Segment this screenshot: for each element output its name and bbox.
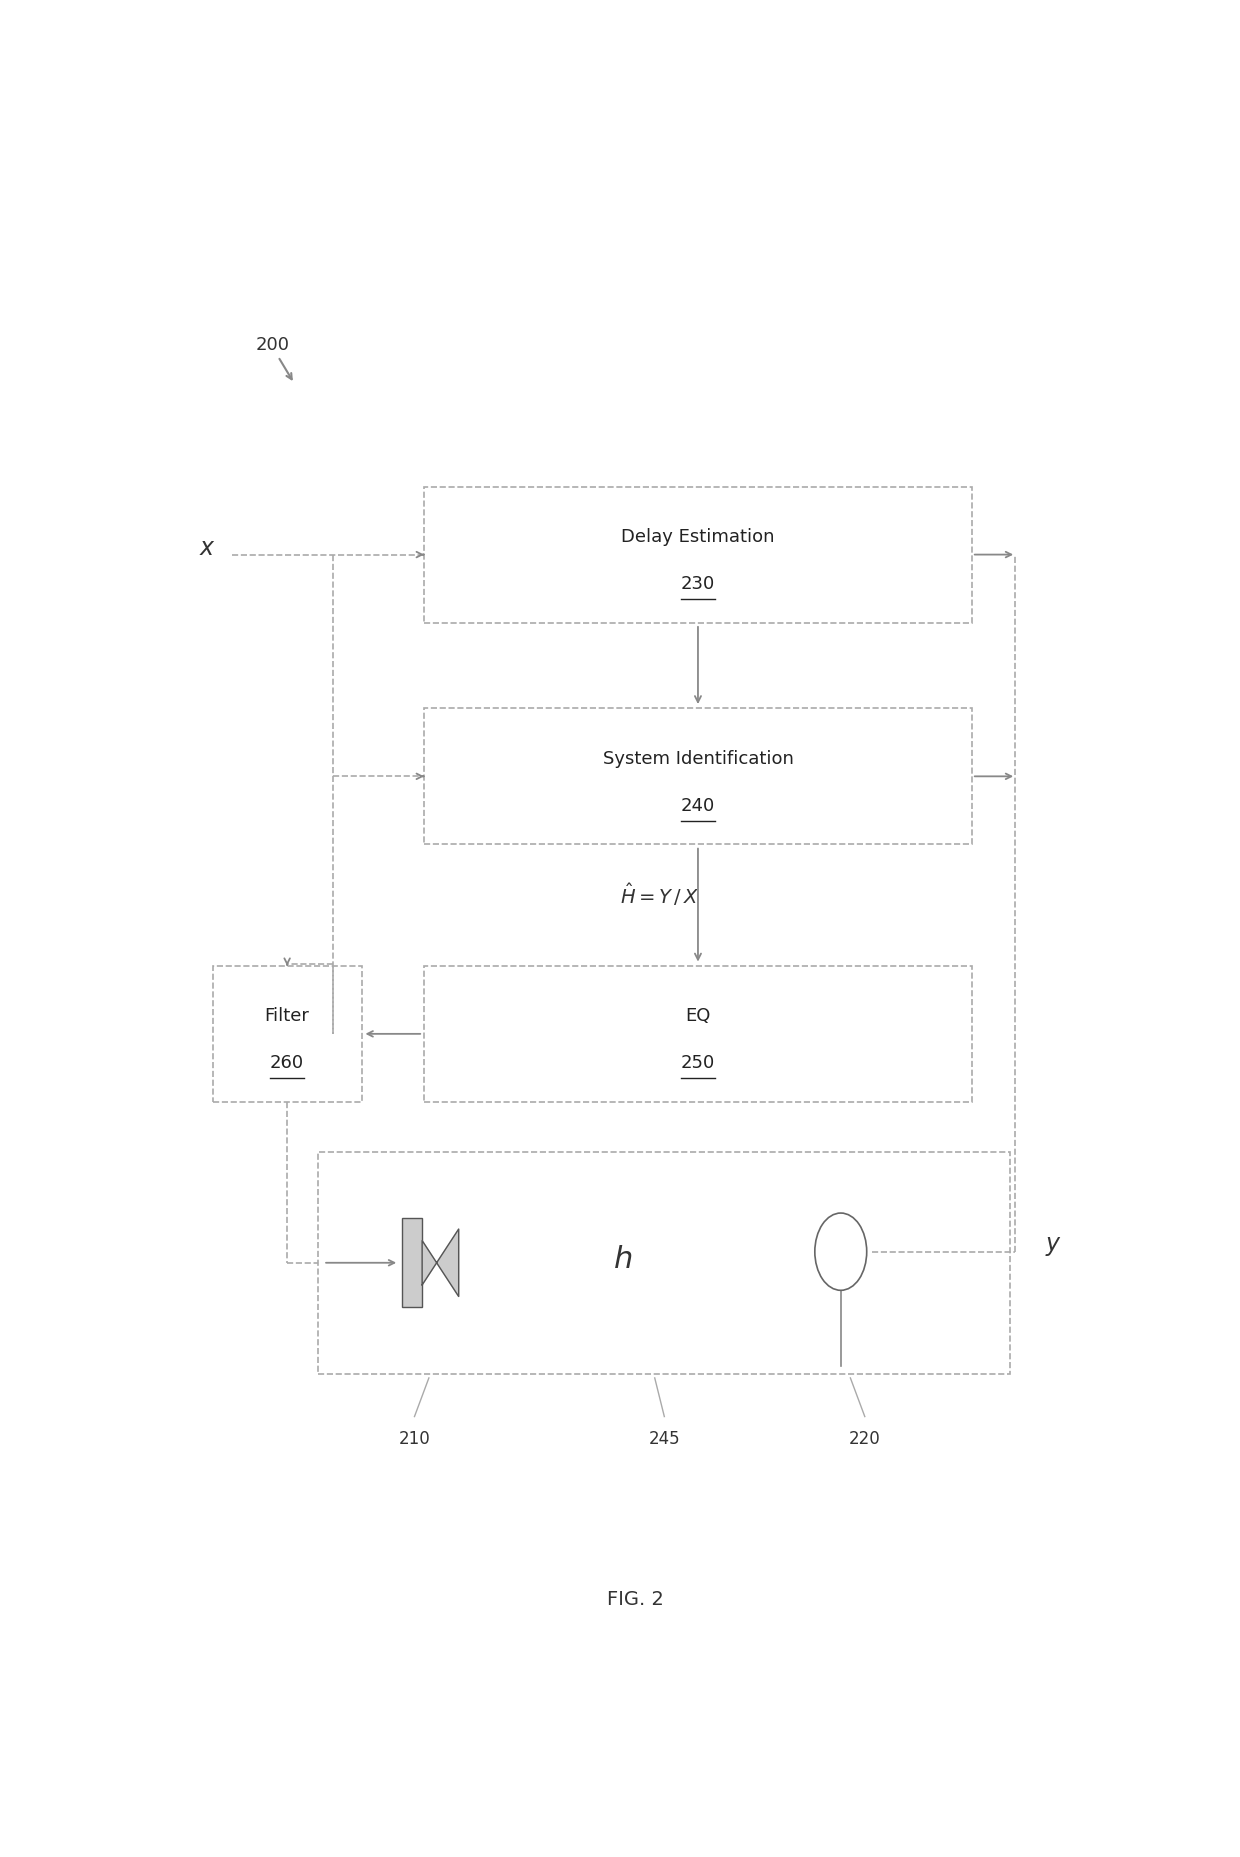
Text: Delay Estimation: Delay Estimation: [621, 527, 775, 546]
Bar: [213, 966, 362, 1103]
Text: System Identification: System Identification: [603, 750, 794, 767]
Bar: [319, 1151, 1011, 1374]
Text: 245: 245: [649, 1430, 681, 1447]
Text: 200: 200: [255, 336, 290, 353]
Polygon shape: [422, 1229, 459, 1296]
Bar: [402, 1218, 422, 1307]
Text: 250: 250: [681, 1055, 715, 1071]
Text: FIG. 2: FIG. 2: [608, 1590, 663, 1608]
Bar: [424, 487, 972, 624]
Text: $h$: $h$: [614, 1244, 632, 1274]
Text: 210: 210: [398, 1430, 430, 1447]
Text: 230: 230: [681, 576, 715, 592]
Text: 260: 260: [270, 1055, 304, 1071]
Text: 240: 240: [681, 797, 715, 815]
Text: Filter: Filter: [264, 1006, 310, 1025]
Text: $y$: $y$: [1045, 1233, 1061, 1257]
Bar: [424, 966, 972, 1103]
Text: $\hat{H} = Y\,/\,X$: $\hat{H} = Y\,/\,X$: [620, 880, 699, 908]
Circle shape: [815, 1213, 867, 1291]
Text: $x$: $x$: [200, 537, 216, 561]
Text: 220: 220: [849, 1430, 880, 1447]
Bar: [424, 709, 972, 845]
Text: EQ: EQ: [686, 1006, 711, 1025]
